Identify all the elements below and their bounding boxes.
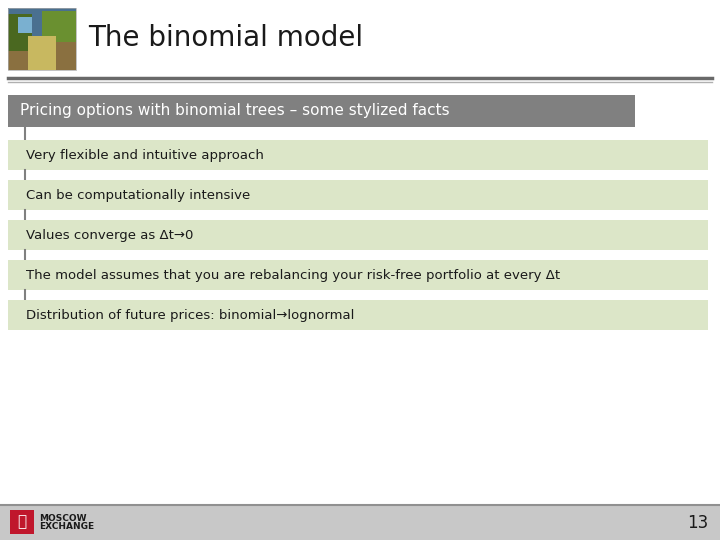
Bar bbox=[8, 14, 32, 51]
Bar bbox=[10, 510, 34, 534]
Text: 13: 13 bbox=[687, 514, 708, 531]
Bar bbox=[28, 36, 55, 70]
Bar bbox=[18, 17, 32, 33]
Text: Distribution of future prices: binomial→lognormal: Distribution of future prices: binomial→… bbox=[26, 308, 354, 321]
Bar bbox=[8, 95, 635, 127]
Text: Pricing options with binomial trees – some stylized facts: Pricing options with binomial trees – so… bbox=[20, 104, 449, 118]
Text: Can be computationally intensive: Can be computationally intensive bbox=[26, 188, 251, 201]
Text: The binomial model: The binomial model bbox=[88, 24, 363, 52]
Bar bbox=[8, 8, 76, 70]
Bar bbox=[8, 42, 76, 70]
Text: Very flexible and intuitive approach: Very flexible and intuitive approach bbox=[26, 148, 264, 161]
Bar bbox=[42, 11, 76, 42]
Bar bbox=[8, 140, 708, 170]
Text: The model assumes that you are rebalancing your risk-free portfolio at every Δt: The model assumes that you are rebalanci… bbox=[26, 268, 560, 281]
Bar bbox=[0, 505, 720, 540]
Text: ⓜ: ⓜ bbox=[17, 515, 27, 530]
Text: Values converge as Δt→0: Values converge as Δt→0 bbox=[26, 228, 194, 241]
Bar bbox=[8, 300, 708, 330]
Bar bbox=[8, 260, 708, 290]
Bar bbox=[8, 180, 708, 210]
Bar bbox=[8, 8, 76, 36]
Bar bbox=[8, 220, 708, 250]
Text: EXCHANGE: EXCHANGE bbox=[39, 522, 94, 531]
Bar bbox=[8, 8, 76, 70]
Text: MOSCOW: MOSCOW bbox=[39, 514, 86, 523]
